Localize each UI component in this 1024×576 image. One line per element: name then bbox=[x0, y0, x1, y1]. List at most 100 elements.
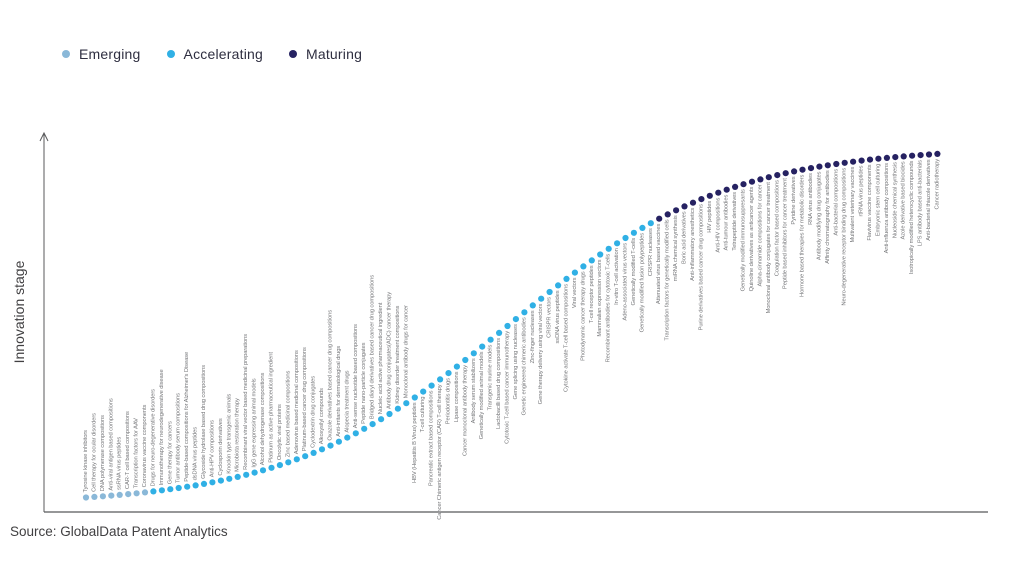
data-point bbox=[259, 467, 267, 474]
data-point bbox=[234, 473, 241, 480]
data-point bbox=[403, 400, 410, 407]
data-point bbox=[226, 475, 233, 482]
legend-dot-accelerating bbox=[166, 50, 175, 58]
data-point bbox=[723, 186, 730, 193]
data-point bbox=[302, 453, 309, 460]
data-point bbox=[807, 165, 815, 172]
point-label: Cyclodextrin drug conjugates bbox=[311, 376, 317, 448]
data-point bbox=[133, 490, 140, 497]
point-label: Anti-viral antigen based compositions bbox=[108, 398, 114, 491]
data-point bbox=[361, 425, 368, 432]
point-label: Anti-irritants for dermatological drugs bbox=[336, 346, 342, 437]
source-attribution: Source: GlobalData Patent Analytics bbox=[10, 524, 228, 539]
data-point bbox=[689, 199, 697, 206]
point-label: Transgenic murine models bbox=[488, 345, 494, 411]
legend-label-accelerating: Accelerating bbox=[183, 46, 263, 62]
data-point bbox=[268, 464, 275, 471]
point-label: Recombinant viral vector based medicinal… bbox=[243, 334, 249, 470]
point-label: Alcohol dehydrogenase compositions bbox=[260, 372, 266, 465]
data-point bbox=[816, 163, 823, 170]
data-point bbox=[184, 483, 191, 490]
data-point bbox=[757, 176, 764, 183]
legend-dot-maturing bbox=[288, 50, 297, 58]
data-point bbox=[445, 370, 452, 377]
point-label: Immunotherapy for neurodegenerative dise… bbox=[159, 369, 165, 485]
point-label: Oncolytic viral proteins bbox=[277, 404, 283, 460]
point-label: Zinc-finger nucleases bbox=[530, 310, 536, 363]
data-point bbox=[732, 183, 739, 190]
point-label: Monoclonal antibody conjugates for cance… bbox=[766, 182, 772, 314]
legend-item-maturing: Maturing bbox=[288, 46, 362, 62]
point-label: In-vitro T-cell activation bbox=[614, 248, 620, 305]
point-label: Flavivirus vaccine components bbox=[867, 164, 873, 240]
data-point bbox=[715, 189, 722, 196]
point-label: Platinum-based cancer drug compositions bbox=[302, 347, 308, 451]
data-point bbox=[866, 156, 874, 163]
point-label: Azole derivative based biocides bbox=[901, 161, 907, 239]
data-point bbox=[580, 263, 587, 270]
point-label: Tyrosine kinase inhibitors bbox=[83, 430, 89, 493]
point-label: Tumor antibody serum compositions bbox=[176, 393, 182, 483]
data-point bbox=[673, 207, 680, 214]
point-label: Gene therapy for cancers bbox=[167, 421, 173, 484]
data-point bbox=[883, 154, 891, 161]
data-point bbox=[411, 394, 418, 401]
data-point bbox=[158, 487, 165, 494]
y-axis-title: Innovation stage bbox=[11, 260, 27, 363]
data-point bbox=[91, 493, 98, 500]
point-label: RNA virus antibodies bbox=[808, 173, 814, 225]
data-point bbox=[496, 329, 503, 336]
point-label: Attenuated virus based vaccines bbox=[656, 224, 662, 305]
point-label: Cell therapy for ocular disorders bbox=[91, 413, 97, 492]
point-label: Purine derivatives based cancer drug com… bbox=[698, 204, 704, 330]
point-label: Cancer radiotherapy bbox=[934, 159, 940, 210]
legend-item-accelerating: Accelerating bbox=[166, 46, 263, 62]
point-label: Monoclonal antibody drugs for cancer bbox=[403, 305, 409, 398]
data-point bbox=[538, 295, 545, 302]
data-point bbox=[934, 150, 941, 157]
point-label: Recombinant antibodies for cytotoxic T-c… bbox=[606, 254, 612, 363]
data-point bbox=[900, 153, 907, 160]
data-point bbox=[344, 434, 351, 441]
data-point bbox=[217, 477, 224, 484]
data-point bbox=[335, 438, 342, 445]
point-label: ssRNA virus peptides bbox=[117, 437, 123, 490]
data-point bbox=[192, 482, 199, 489]
data-point bbox=[504, 322, 511, 330]
point-label: HIV peptides bbox=[707, 201, 713, 233]
data-point bbox=[386, 410, 393, 418]
point-label: Bridged diaryl derivatives based cancer … bbox=[370, 275, 376, 419]
point-label: IgG gene expressing animal models bbox=[252, 378, 258, 467]
point-label: Coronavirus vaccine components bbox=[142, 404, 148, 487]
data-point bbox=[318, 446, 326, 453]
point-label: dsDNA virus peptides bbox=[193, 427, 199, 481]
data-point bbox=[394, 405, 401, 412]
legend-label-emerging: Emerging bbox=[79, 46, 141, 62]
data-point bbox=[462, 356, 469, 364]
point-label: Genetically modified fusion polypeptides bbox=[639, 233, 645, 333]
point-label: Peptide based inhibitors for cancer trea… bbox=[783, 178, 789, 289]
data-point bbox=[799, 166, 806, 173]
data-point bbox=[614, 240, 621, 247]
point-label: Peptide-based compositions for Alzheimer… bbox=[184, 352, 190, 482]
data-point bbox=[310, 449, 317, 456]
data-point bbox=[470, 350, 477, 357]
legend: Emerging Accelerating Maturing bbox=[62, 46, 362, 62]
data-point bbox=[698, 196, 705, 203]
point-label: Adenovirus based medicinal compositions bbox=[294, 350, 300, 454]
legend-item-emerging: Emerging bbox=[62, 46, 141, 62]
point-label: Peptide nano-particle conjugates bbox=[361, 342, 367, 423]
data-point bbox=[420, 388, 427, 395]
data-point bbox=[656, 215, 663, 222]
point-label: Hormone based therapies for metabolic di… bbox=[800, 175, 806, 297]
point-label: Anti-sense nucleotide based compositions bbox=[353, 324, 359, 428]
data-point bbox=[82, 494, 90, 501]
point-label: T-cell culturing bbox=[420, 397, 426, 433]
point-label: Lactobacilli based drug compositions bbox=[496, 338, 502, 429]
point-label: HBV (Hepatitis B Virus) peptides bbox=[412, 402, 418, 483]
data-point bbox=[892, 154, 899, 161]
point-label: Transcription factors for AAV bbox=[134, 418, 140, 488]
point-label: Lipase compositions bbox=[454, 371, 460, 422]
point-label: Multivalent veterinary vaccines bbox=[850, 167, 856, 243]
